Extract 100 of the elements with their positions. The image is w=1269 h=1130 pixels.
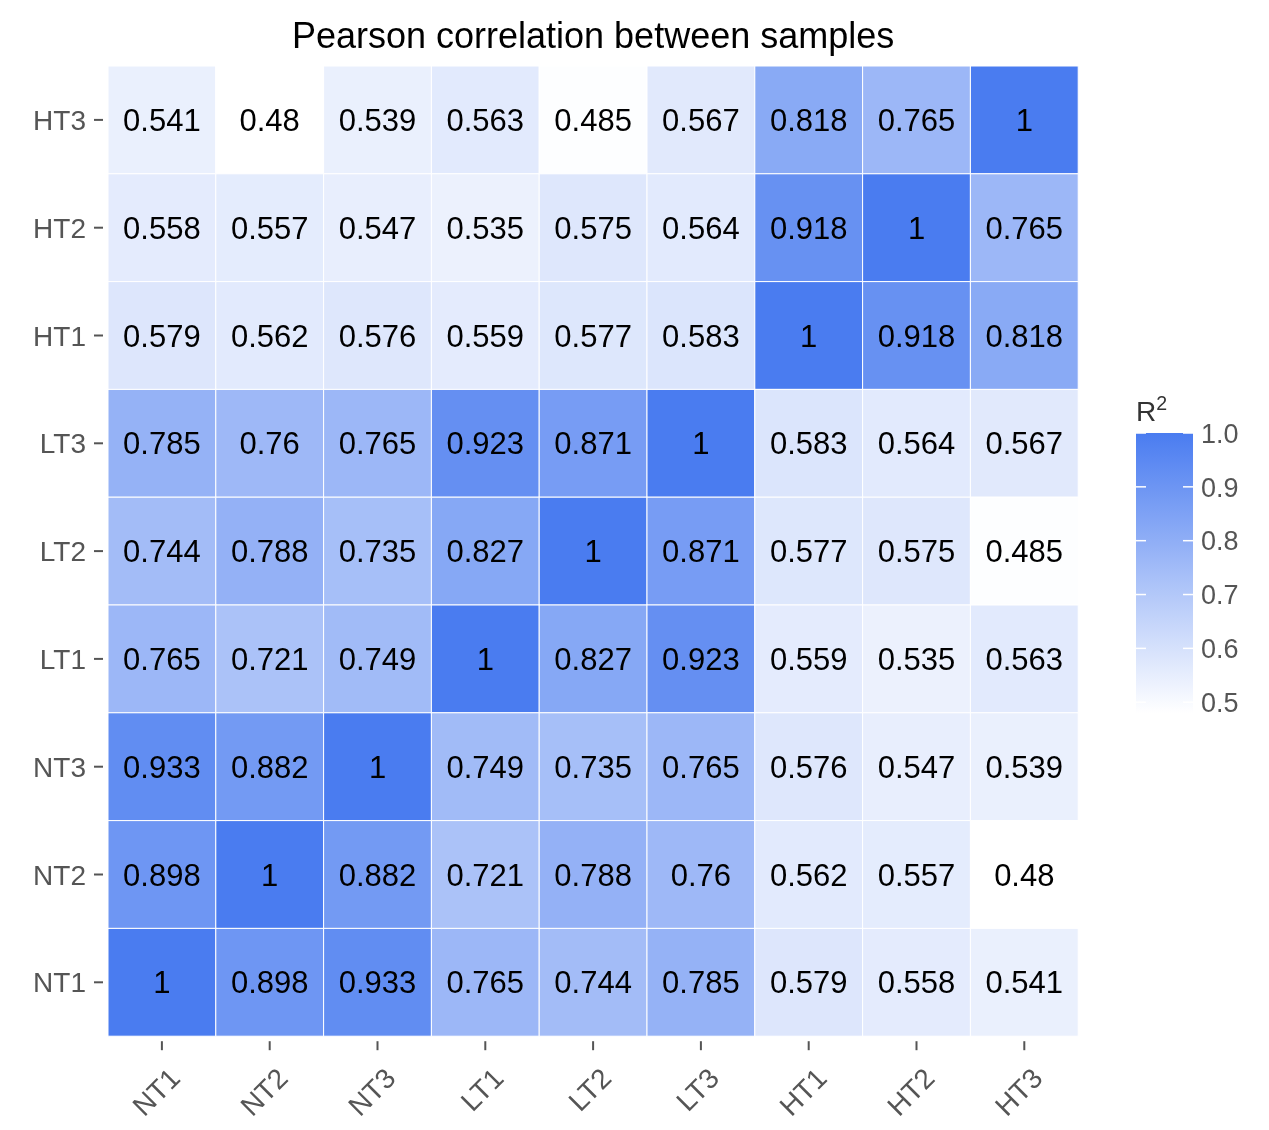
color-bar-label: 0.7 [1201, 580, 1239, 611]
data-label: 1 [800, 318, 818, 354]
data-label: 0.567 [985, 426, 1064, 462]
data-label: 0.535 [446, 210, 525, 246]
x-tick-label: HT1 [773, 1062, 833, 1122]
data-label: 0.539 [985, 749, 1064, 785]
data-label: 0.577 [554, 318, 632, 354]
data-label: 1 [476, 642, 494, 678]
data-label: 0.576 [338, 318, 417, 354]
data-label: 0.579 [769, 965, 848, 1001]
data-label: 0.562 [769, 857, 848, 893]
data-label: 0.535 [877, 642, 956, 678]
data-label: 0.785 [662, 965, 740, 1001]
y-tick-label: NT3 [33, 751, 86, 783]
data-label: 0.563 [446, 103, 525, 139]
data-label: 1 [692, 426, 710, 462]
y-tick-label: LT3 [39, 428, 86, 460]
data-label: 0.827 [554, 642, 632, 678]
data-label: 0.933 [123, 749, 201, 785]
color-bar-title: R$^{2}$ [1136, 392, 1168, 427]
data-label: 0.923 [446, 426, 525, 462]
y-tick-label: LT2 [39, 536, 86, 568]
data-label: 0.721 [446, 857, 525, 893]
data-label: 0.559 [769, 642, 848, 678]
y-tick-label: HT3 [33, 104, 86, 136]
data-label: 1 [1015, 103, 1033, 139]
data-label: 0.583 [769, 426, 848, 462]
data-label: 0.564 [877, 426, 956, 462]
data-label: 0.923 [662, 642, 740, 678]
data-label: 0.765 [338, 426, 417, 462]
data-label: 0.76 [239, 426, 300, 462]
x-tick-label: HT3 [989, 1062, 1049, 1122]
data-label: 0.485 [985, 534, 1064, 570]
color-bar-label: 0.8 [1201, 526, 1239, 557]
color-bar-label: 0.9 [1201, 472, 1239, 503]
data-label: 0.785 [123, 426, 201, 462]
data-label: 1 [584, 534, 602, 570]
data-label: 0.765 [877, 103, 956, 139]
data-label: 0.577 [769, 534, 848, 570]
data-label: 0.48 [239, 103, 300, 139]
data-label: 0.871 [662, 534, 740, 570]
color-bar-label: 0.5 [1201, 687, 1239, 718]
x-tick-label: NT2 [234, 1062, 294, 1122]
data-label: 0.882 [338, 857, 417, 893]
data-label: 0.583 [662, 318, 740, 354]
data-label: 1 [368, 749, 387, 785]
data-label: 0.788 [554, 857, 632, 893]
data-label: 0.765 [446, 965, 525, 1001]
data-label: 0.547 [877, 749, 956, 785]
data-label: 0.918 [877, 318, 956, 354]
data-label: 0.563 [985, 642, 1064, 678]
data-label: 1 [153, 965, 171, 1001]
data-label: 0.575 [554, 210, 632, 246]
x-tick-label: LT3 [670, 1062, 725, 1117]
data-label: 0.898 [123, 857, 201, 893]
data-label: 0.539 [338, 103, 417, 139]
data-label: 0.557 [230, 210, 309, 246]
data-label: 1 [907, 210, 926, 246]
x-tick-label: NT1 [126, 1062, 186, 1122]
data-label: 0.575 [877, 534, 956, 570]
data-label: 0.871 [554, 426, 632, 462]
data-label: 0.898 [230, 965, 309, 1001]
data-label: 0.744 [554, 965, 632, 1001]
chart-title: Pearson correlation between samples [291, 15, 895, 56]
data-label: 0.749 [446, 749, 525, 785]
data-label: 0.576 [769, 749, 848, 785]
x-tick-label: NT3 [342, 1062, 402, 1122]
data-label: 0.788 [230, 534, 309, 570]
color-bar-label: 0.6 [1201, 634, 1239, 665]
data-label: 0.744 [123, 534, 201, 570]
data-label: 0.579 [123, 318, 201, 354]
data-label: 0.541 [985, 965, 1064, 1001]
data-label: 0.735 [554, 749, 632, 785]
data-label: 0.558 [123, 210, 201, 246]
data-label: 0.567 [662, 103, 740, 139]
data-label: 0.765 [662, 749, 740, 785]
data-label: 0.882 [230, 749, 309, 785]
x-tick-label: LT1 [454, 1062, 510, 1117]
y-tick-label: NT1 [33, 967, 86, 999]
data-label: 0.485 [554, 103, 632, 139]
data-label: 0.827 [446, 534, 525, 570]
data-label: 0.721 [230, 642, 309, 678]
data-label: 1 [261, 857, 279, 893]
data-label: 0.76 [670, 857, 732, 893]
color-bar-label: 1.0 [1201, 418, 1239, 449]
data-label: 0.818 [985, 318, 1064, 354]
data-label: 0.557 [877, 857, 956, 893]
data-label: 0.48 [994, 857, 1055, 893]
data-label: 0.765 [985, 210, 1064, 246]
x-tick-label: LT2 [562, 1062, 618, 1117]
data-label: 0.562 [230, 318, 309, 354]
data-label: 0.558 [877, 965, 956, 1001]
data-label: 0.547 [338, 210, 417, 246]
data-label: 0.735 [338, 534, 417, 570]
data-label: 0.559 [446, 318, 525, 354]
data-label: 0.749 [338, 642, 417, 678]
x-tick-label: HT2 [881, 1062, 941, 1122]
y-tick-label: HT2 [33, 212, 86, 244]
y-tick-label: LT1 [39, 643, 86, 675]
data-label: 0.818 [769, 103, 848, 139]
